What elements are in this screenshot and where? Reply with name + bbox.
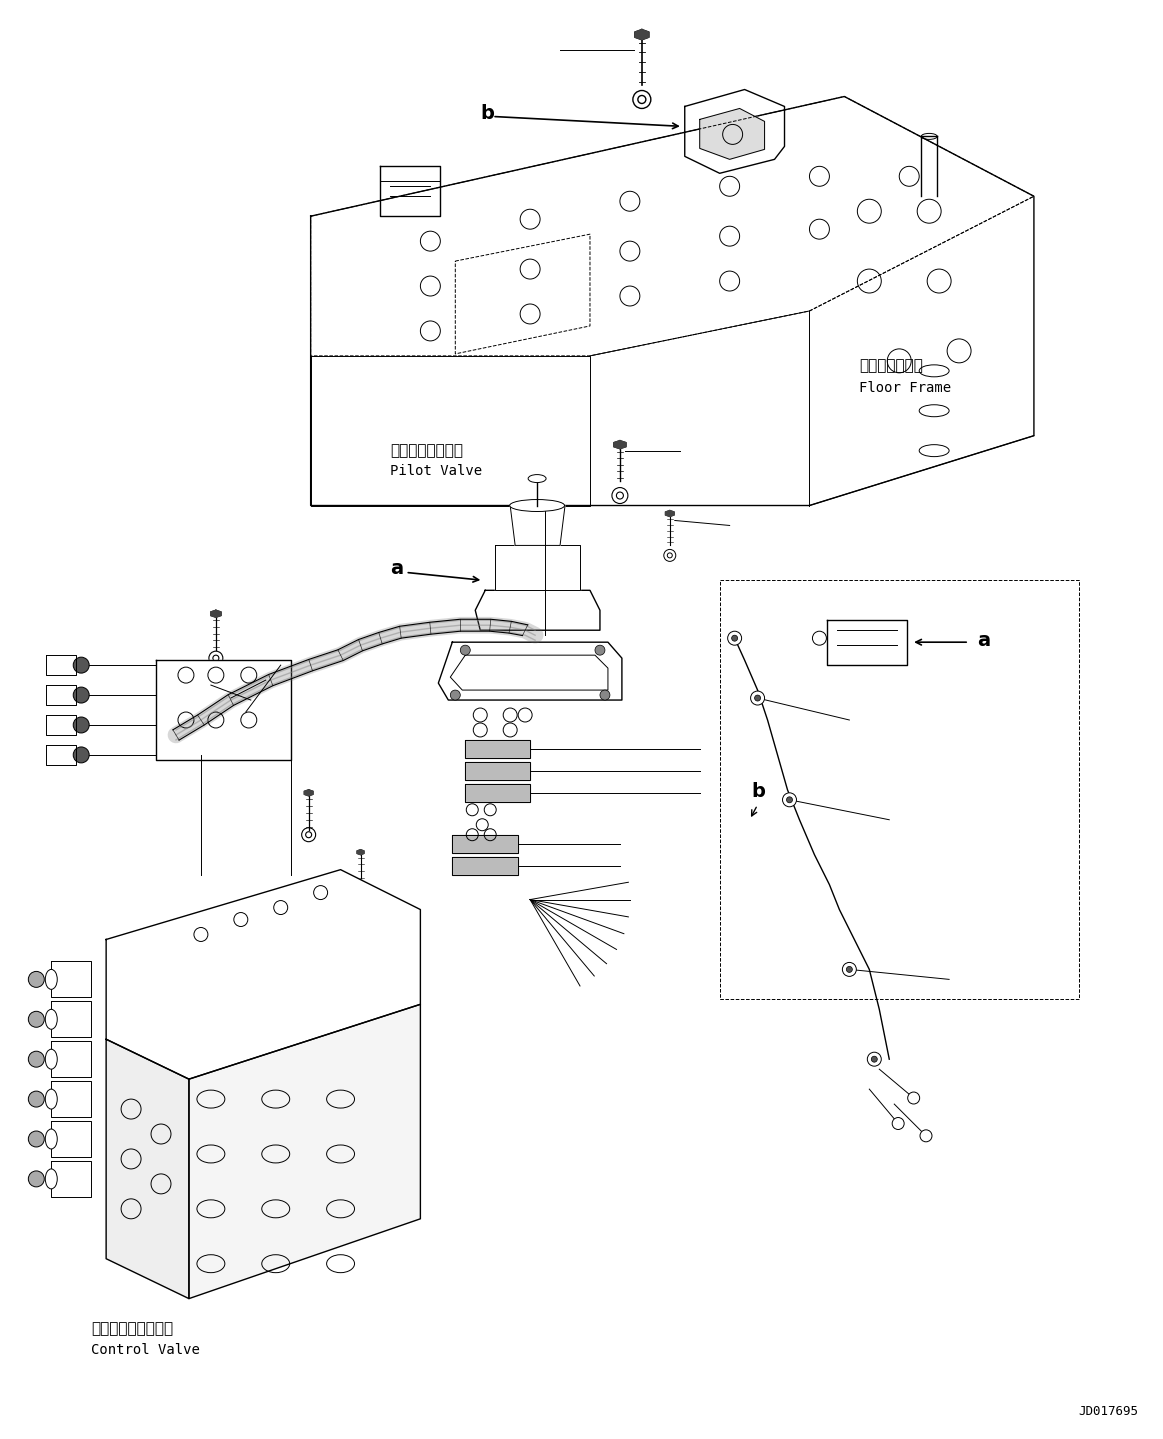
Polygon shape	[720, 580, 1079, 999]
Circle shape	[755, 695, 761, 701]
Circle shape	[871, 1056, 877, 1062]
Circle shape	[28, 1131, 44, 1147]
Polygon shape	[47, 715, 77, 735]
Polygon shape	[156, 661, 291, 760]
Circle shape	[868, 1052, 882, 1066]
Polygon shape	[305, 790, 313, 796]
Polygon shape	[51, 1002, 91, 1038]
Polygon shape	[685, 89, 785, 173]
Text: Floor Frame: Floor Frame	[859, 381, 951, 394]
Polygon shape	[211, 610, 221, 617]
Text: a: a	[391, 558, 404, 578]
Circle shape	[73, 686, 90, 704]
Polygon shape	[380, 167, 441, 216]
Polygon shape	[106, 869, 420, 1079]
Polygon shape	[311, 96, 1034, 505]
Circle shape	[600, 691, 609, 699]
Polygon shape	[827, 620, 907, 665]
Polygon shape	[700, 108, 764, 160]
Circle shape	[783, 793, 797, 807]
Polygon shape	[665, 511, 675, 517]
Polygon shape	[51, 1042, 91, 1078]
Circle shape	[907, 1092, 920, 1104]
Ellipse shape	[45, 1089, 57, 1109]
Circle shape	[892, 1118, 904, 1130]
Text: Control Valve: Control Valve	[91, 1344, 200, 1357]
Polygon shape	[476, 590, 600, 630]
Circle shape	[28, 1091, 44, 1107]
Polygon shape	[635, 30, 649, 40]
Ellipse shape	[528, 475, 547, 482]
Polygon shape	[495, 545, 580, 590]
Polygon shape	[188, 1004, 420, 1298]
Circle shape	[728, 632, 742, 645]
Polygon shape	[465, 761, 530, 780]
Circle shape	[28, 1012, 44, 1027]
Polygon shape	[47, 655, 77, 675]
Ellipse shape	[45, 1130, 57, 1148]
Circle shape	[28, 1052, 44, 1068]
Text: Pilot Valve: Pilot Valve	[391, 463, 483, 478]
Text: b: b	[480, 104, 494, 122]
Polygon shape	[47, 685, 77, 705]
Ellipse shape	[45, 1009, 57, 1029]
Circle shape	[28, 971, 44, 987]
Polygon shape	[614, 440, 626, 449]
Circle shape	[461, 645, 470, 655]
Polygon shape	[47, 745, 77, 766]
Circle shape	[750, 691, 764, 705]
Polygon shape	[51, 961, 91, 997]
Circle shape	[786, 797, 792, 803]
Text: JD017695: JD017695	[1078, 1406, 1139, 1419]
Ellipse shape	[45, 970, 57, 990]
Polygon shape	[452, 856, 519, 875]
Polygon shape	[438, 642, 622, 699]
Circle shape	[842, 963, 856, 977]
Polygon shape	[465, 740, 530, 758]
Polygon shape	[357, 849, 364, 855]
Circle shape	[450, 691, 461, 699]
Ellipse shape	[45, 1168, 57, 1189]
Polygon shape	[452, 835, 519, 853]
Text: コントロールバルブ: コントロールバルブ	[91, 1321, 173, 1335]
Text: パイロットバルブ: パイロットバルブ	[391, 443, 464, 458]
Text: フロアフレーム: フロアフレーム	[859, 358, 923, 373]
Polygon shape	[51, 1161, 91, 1197]
Polygon shape	[106, 1039, 188, 1298]
Circle shape	[73, 658, 90, 673]
Circle shape	[28, 1171, 44, 1187]
Ellipse shape	[509, 499, 564, 511]
Ellipse shape	[45, 1049, 57, 1069]
Polygon shape	[51, 1121, 91, 1157]
Text: a: a	[977, 630, 990, 649]
Circle shape	[595, 645, 605, 655]
Circle shape	[73, 717, 90, 732]
Circle shape	[732, 635, 737, 642]
Polygon shape	[511, 505, 565, 545]
Circle shape	[73, 747, 90, 763]
Text: b: b	[751, 783, 765, 802]
Polygon shape	[465, 784, 530, 802]
Circle shape	[847, 967, 852, 973]
Polygon shape	[51, 1081, 91, 1117]
Circle shape	[920, 1130, 932, 1141]
